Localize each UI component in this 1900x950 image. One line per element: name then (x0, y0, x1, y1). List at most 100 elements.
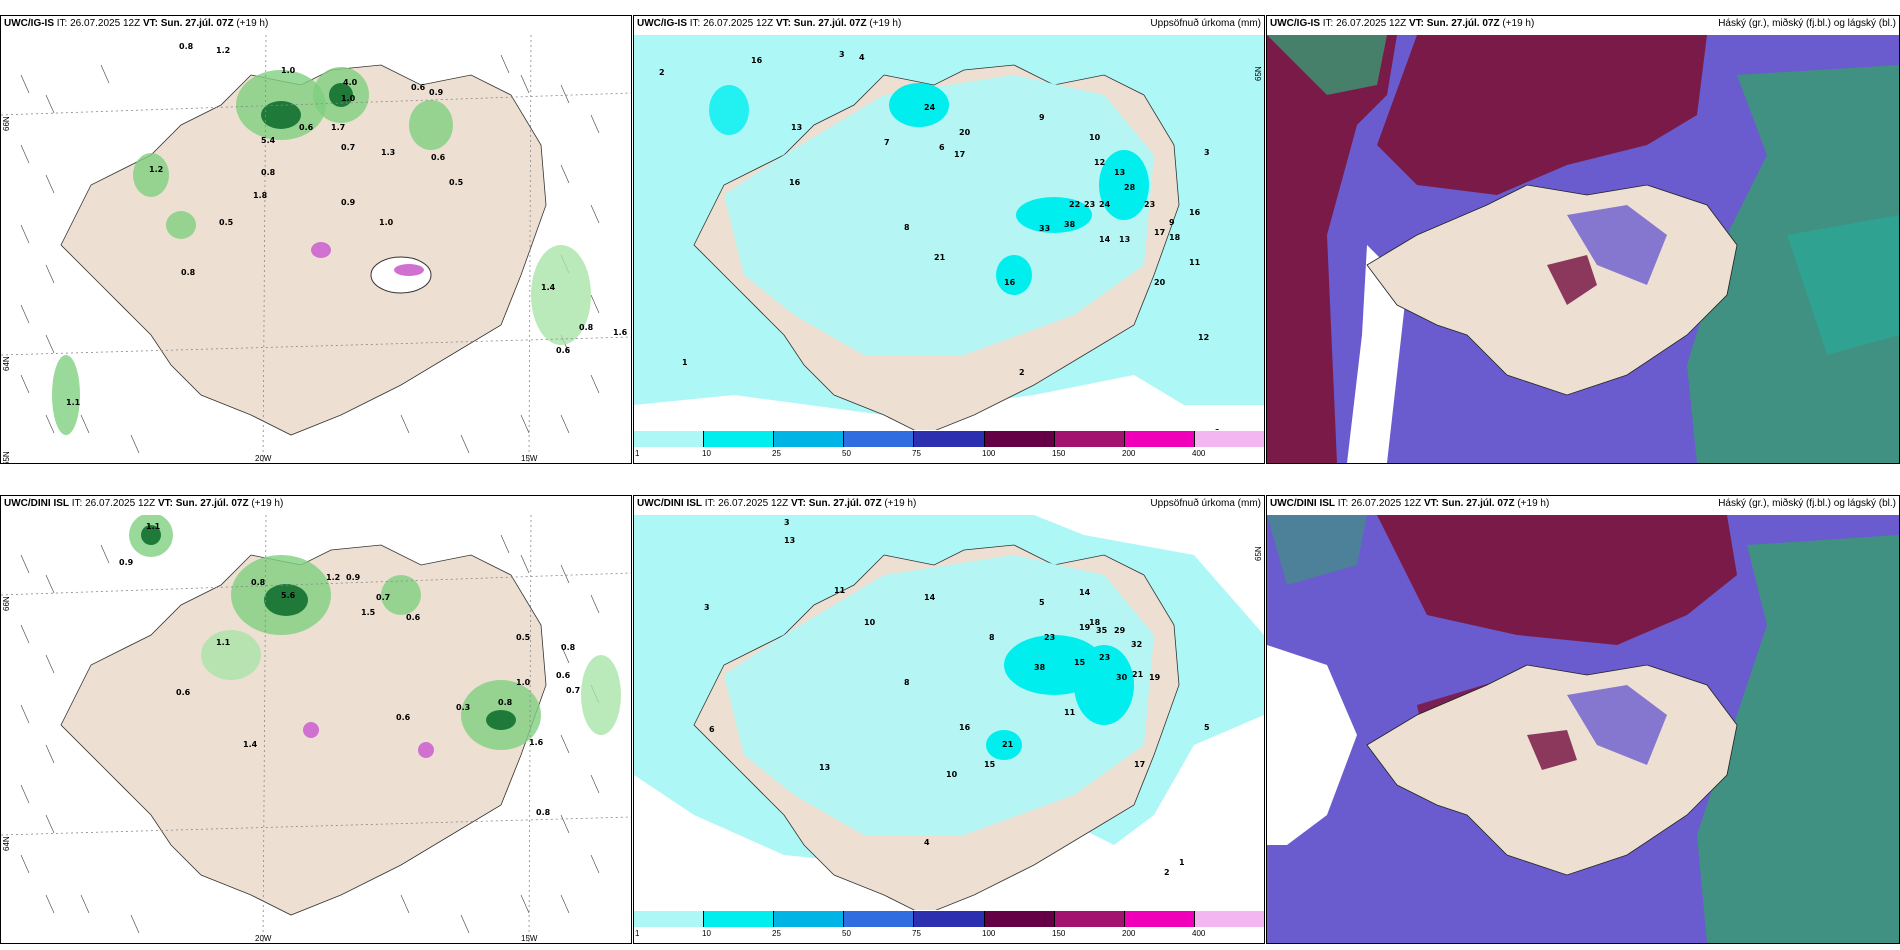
colorbar-label: 50 (842, 449, 851, 458)
precip-value: 3 (784, 518, 790, 527)
precip-value: 10 (1089, 133, 1101, 142)
colorbar-labels: 1 10 25 50 75 100 150 200 400 (634, 449, 1264, 461)
precip-value: 18 (1169, 233, 1181, 242)
wind-value: 0.9 (429, 88, 444, 97)
colorbar-swatch (704, 431, 775, 447)
cloud-title: Háský (gr.), miðský (fj.bl.) og lágský (… (1718, 18, 1896, 29)
precip-value: 30 (1116, 673, 1128, 682)
precip-value: 14 (1079, 588, 1091, 597)
wind-value: 0.8 (579, 323, 594, 332)
colorbar-label: 200 (1122, 449, 1136, 458)
precip-value: 9 (1169, 218, 1175, 227)
wind-value: 0.9 (341, 198, 356, 207)
precip-blobs (129, 515, 621, 758)
wind-value: 0.7 (376, 593, 390, 602)
vt-value: Sun. 27.júl. 07Z (793, 18, 867, 29)
precip-value: 13 (1119, 235, 1130, 244)
precip-value: 4 (859, 53, 865, 62)
colorbar-label: 150 (1052, 449, 1066, 458)
precip-panel-top: UWC/IG-IS IT: 26.07.2025 12Z VT: Sun. 27… (633, 15, 1265, 464)
wind-map: 0.8 1.2 1.0 4.0 1.0 0.6 0.9 5.4 0.8 0.6 … (1, 35, 631, 463)
colorbar-swatch (1124, 431, 1195, 447)
lat-label: 64N (2, 356, 11, 371)
precip-map: 16 3 4 2 13 16 7 24 20 17 9 10 6 12 13 2… (634, 35, 1264, 430)
precip-value: 15 (1074, 658, 1086, 667)
vt-label: VT: (790, 498, 806, 509)
wind-barbs (20, 54, 600, 454)
precip-value: 7 (884, 138, 890, 147)
wind-value: 0.6 (411, 83, 426, 92)
precip-value: 16 (1189, 208, 1201, 217)
precip-value: 38 (1034, 663, 1046, 672)
wind-value: 0.7 (341, 143, 355, 152)
precip-value: 23 (1144, 200, 1155, 209)
lon-label: 20W (255, 934, 272, 943)
wind-labels: 1.1 0.9 0.8 5.6 1.2 0.9 1.5 0.7 0.6 0.5 … (119, 522, 580, 817)
colorbar-swatch (914, 911, 985, 927)
precip-panel-bottom: UWC/DINI ISL IT: 26.07.2025 12Z VT: Sun.… (633, 495, 1265, 944)
precip-value: 17 (1134, 760, 1145, 769)
precip-map: 3 13 11 10 14 18 5 8 14 29 35 19 32 23 2… (634, 515, 1264, 910)
it-value: 26.07.2025 12Z (70, 18, 141, 29)
precip-value: 21 (1132, 670, 1144, 679)
wind-value: 1.3 (381, 148, 395, 157)
it-label: IT: (71, 498, 83, 509)
precip-value: 33 (1039, 224, 1050, 233)
colorbar-swatch (844, 911, 915, 927)
it-label: IT: (704, 498, 716, 509)
precip-value: 14 (924, 593, 936, 602)
panel-title: UWC/IG-IS IT: 26.07.2025 12Z VT: Sun. 27… (1270, 18, 1534, 29)
colorbar-swatch (1194, 431, 1264, 447)
wind-value: 0.6 (176, 688, 191, 697)
vt-value: Sun. 27.júl. 07Z (808, 498, 882, 509)
lon-label: 20W (255, 454, 272, 463)
colorbar-label: 400 (1192, 449, 1206, 458)
wind-value: 0.6 (396, 713, 411, 722)
wind-panel-bottom: UWC/DINI ISL IT: 26.07.2025 12Z VT: Sun.… (0, 495, 632, 944)
wind-value: 0.7 (566, 686, 580, 695)
vt-value: Sun. 27.júl. 07Z (175, 498, 249, 509)
wind-value: 0.6 (556, 671, 571, 680)
wind-value: 0.8 (261, 168, 276, 177)
vt-label: VT: (1423, 498, 1439, 509)
wind-value: 1.2 (149, 165, 163, 174)
wind-value: 0.8 (498, 698, 513, 707)
cloud-map (1267, 515, 1899, 943)
precip-value: 19 (1149, 673, 1161, 682)
precip-value: 24 (924, 103, 936, 112)
precip-value: 20 (1154, 278, 1166, 287)
colorbar-label: 50 (842, 929, 851, 938)
precip-value: 13 (1114, 168, 1125, 177)
precip-value: 2 (659, 68, 665, 77)
wind-value: 0.9 (346, 573, 361, 582)
vt-label: VT: (775, 18, 791, 29)
colorbar-label: 25 (772, 449, 781, 458)
colorbar (634, 431, 1264, 447)
precip-value: 17 (1154, 228, 1165, 237)
colorbar-label: 25 (772, 929, 781, 938)
model-name: UWC/IG-IS (1270, 18, 1320, 29)
cloud-map (1267, 35, 1899, 463)
wind-value: 0.3 (456, 703, 470, 712)
precip-value: 13 (784, 536, 795, 545)
lon-label: 15W (521, 934, 538, 943)
wind-value: 0.9 (119, 558, 134, 567)
wind-value: 1.0 (281, 66, 296, 75)
precip-value: 20 (959, 128, 971, 137)
colorbar-label: 1 (635, 449, 640, 458)
wind-value: 1.4 (243, 740, 258, 749)
it-label: IT: (56, 18, 68, 29)
lead-time: (+19 h) (1502, 18, 1535, 29)
precip-value: 11 (834, 586, 846, 595)
precip-title: Uppsöfnuð úrkoma (mm) (1150, 498, 1261, 509)
colorbar-swatch (914, 431, 985, 447)
precip-value: 13 (791, 123, 802, 132)
lon-label: 15W (521, 454, 538, 463)
precip-value: 23 (1099, 653, 1110, 662)
precip-value: 23 (1084, 200, 1095, 209)
it-label: IT: (1337, 498, 1349, 509)
wind-value: 1.2 (216, 46, 230, 55)
precip-value: 19 (1079, 623, 1091, 632)
panel-title: UWC/IG-IS IT: 26.07.2025 12Z VT: Sun. 27… (637, 18, 901, 29)
precip-value: 16 (751, 56, 763, 65)
